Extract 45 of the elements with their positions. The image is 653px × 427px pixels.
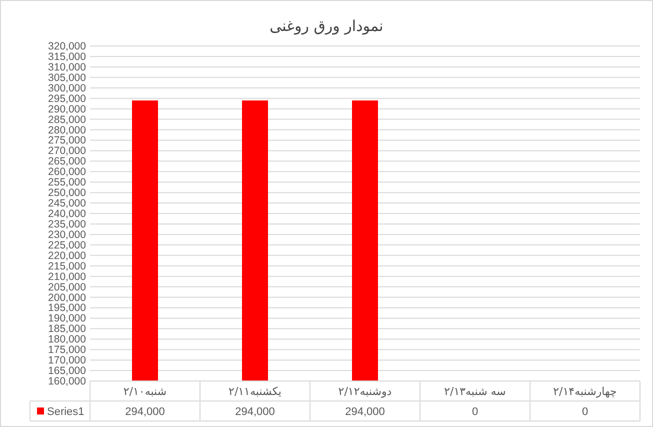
y-tick-label: 180,000	[48, 334, 86, 346]
data-label: 294,000	[345, 406, 385, 418]
text: 0	[472, 406, 478, 418]
y-tick-label: 170,000	[48, 354, 86, 367]
y-tick-label: 205,000	[48, 281, 86, 294]
x-tick-label: چهارشنبه۲/۱۴	[553, 385, 617, 398]
y-tick-label: 270,000	[48, 145, 86, 158]
y-tick-label: 175,000	[48, 344, 86, 356]
y-tick-label: 305,000	[48, 72, 86, 84]
y-tick-label: 255,000	[48, 176, 86, 189]
y-tick-label: 285,000	[48, 114, 86, 126]
y-tick-label: 275,000	[48, 134, 86, 147]
x-tick-label: شنبه۲/۱۰	[123, 385, 167, 398]
y-tick-label: 190,000	[48, 312, 86, 325]
y-tick-label: 290,000	[48, 103, 86, 116]
y-tick-label: 245,000	[48, 198, 86, 210]
y-tick-label: 210,000	[48, 270, 86, 283]
legend-label: Series1	[47, 406, 84, 418]
y-tick-label: 225,000	[48, 239, 86, 252]
y-tick-label: 220,000	[48, 250, 86, 262]
x-tick-label: دوشنبه۲/۱۲	[338, 385, 392, 398]
x-tick-label: سه شنبه۲/۱۳	[444, 385, 506, 398]
data-label: 294,000	[125, 406, 165, 418]
chart-title: نمودار ورق روغنی	[270, 17, 384, 35]
y-tick-label: 260,000	[48, 166, 86, 178]
y-tick-label: 165,000	[48, 365, 86, 378]
y-tick-label: 300,000	[48, 82, 86, 94]
y-tick-label: 250,000	[48, 187, 86, 200]
y-tick-label: 280,000	[48, 124, 86, 136]
y-tick-label: 200,000	[48, 292, 86, 304]
y-tick-label: 235,000	[48, 218, 86, 230]
y-tick-label: 185,000	[48, 323, 86, 336]
text: 0	[582, 406, 588, 418]
data-label: 294,000	[235, 406, 275, 418]
y-tick-label: 315,000	[48, 50, 86, 63]
y-tick-label: 215,000	[48, 260, 86, 272]
y-tick-label: 240,000	[48, 208, 86, 220]
y-tick-label: 160,000	[48, 376, 86, 388]
y-tick-label: 310,000	[48, 61, 86, 74]
y-tick-label: 230,000	[48, 228, 86, 241]
y-tick-label: 295,000	[48, 92, 86, 105]
y-tick-label: 265,000	[48, 156, 86, 168]
y-tick-label: 320,000	[48, 40, 86, 52]
y-tick-label: 195,000	[48, 302, 86, 314]
x-tick-label: یکشنبه۲/۱۱	[228, 385, 282, 398]
